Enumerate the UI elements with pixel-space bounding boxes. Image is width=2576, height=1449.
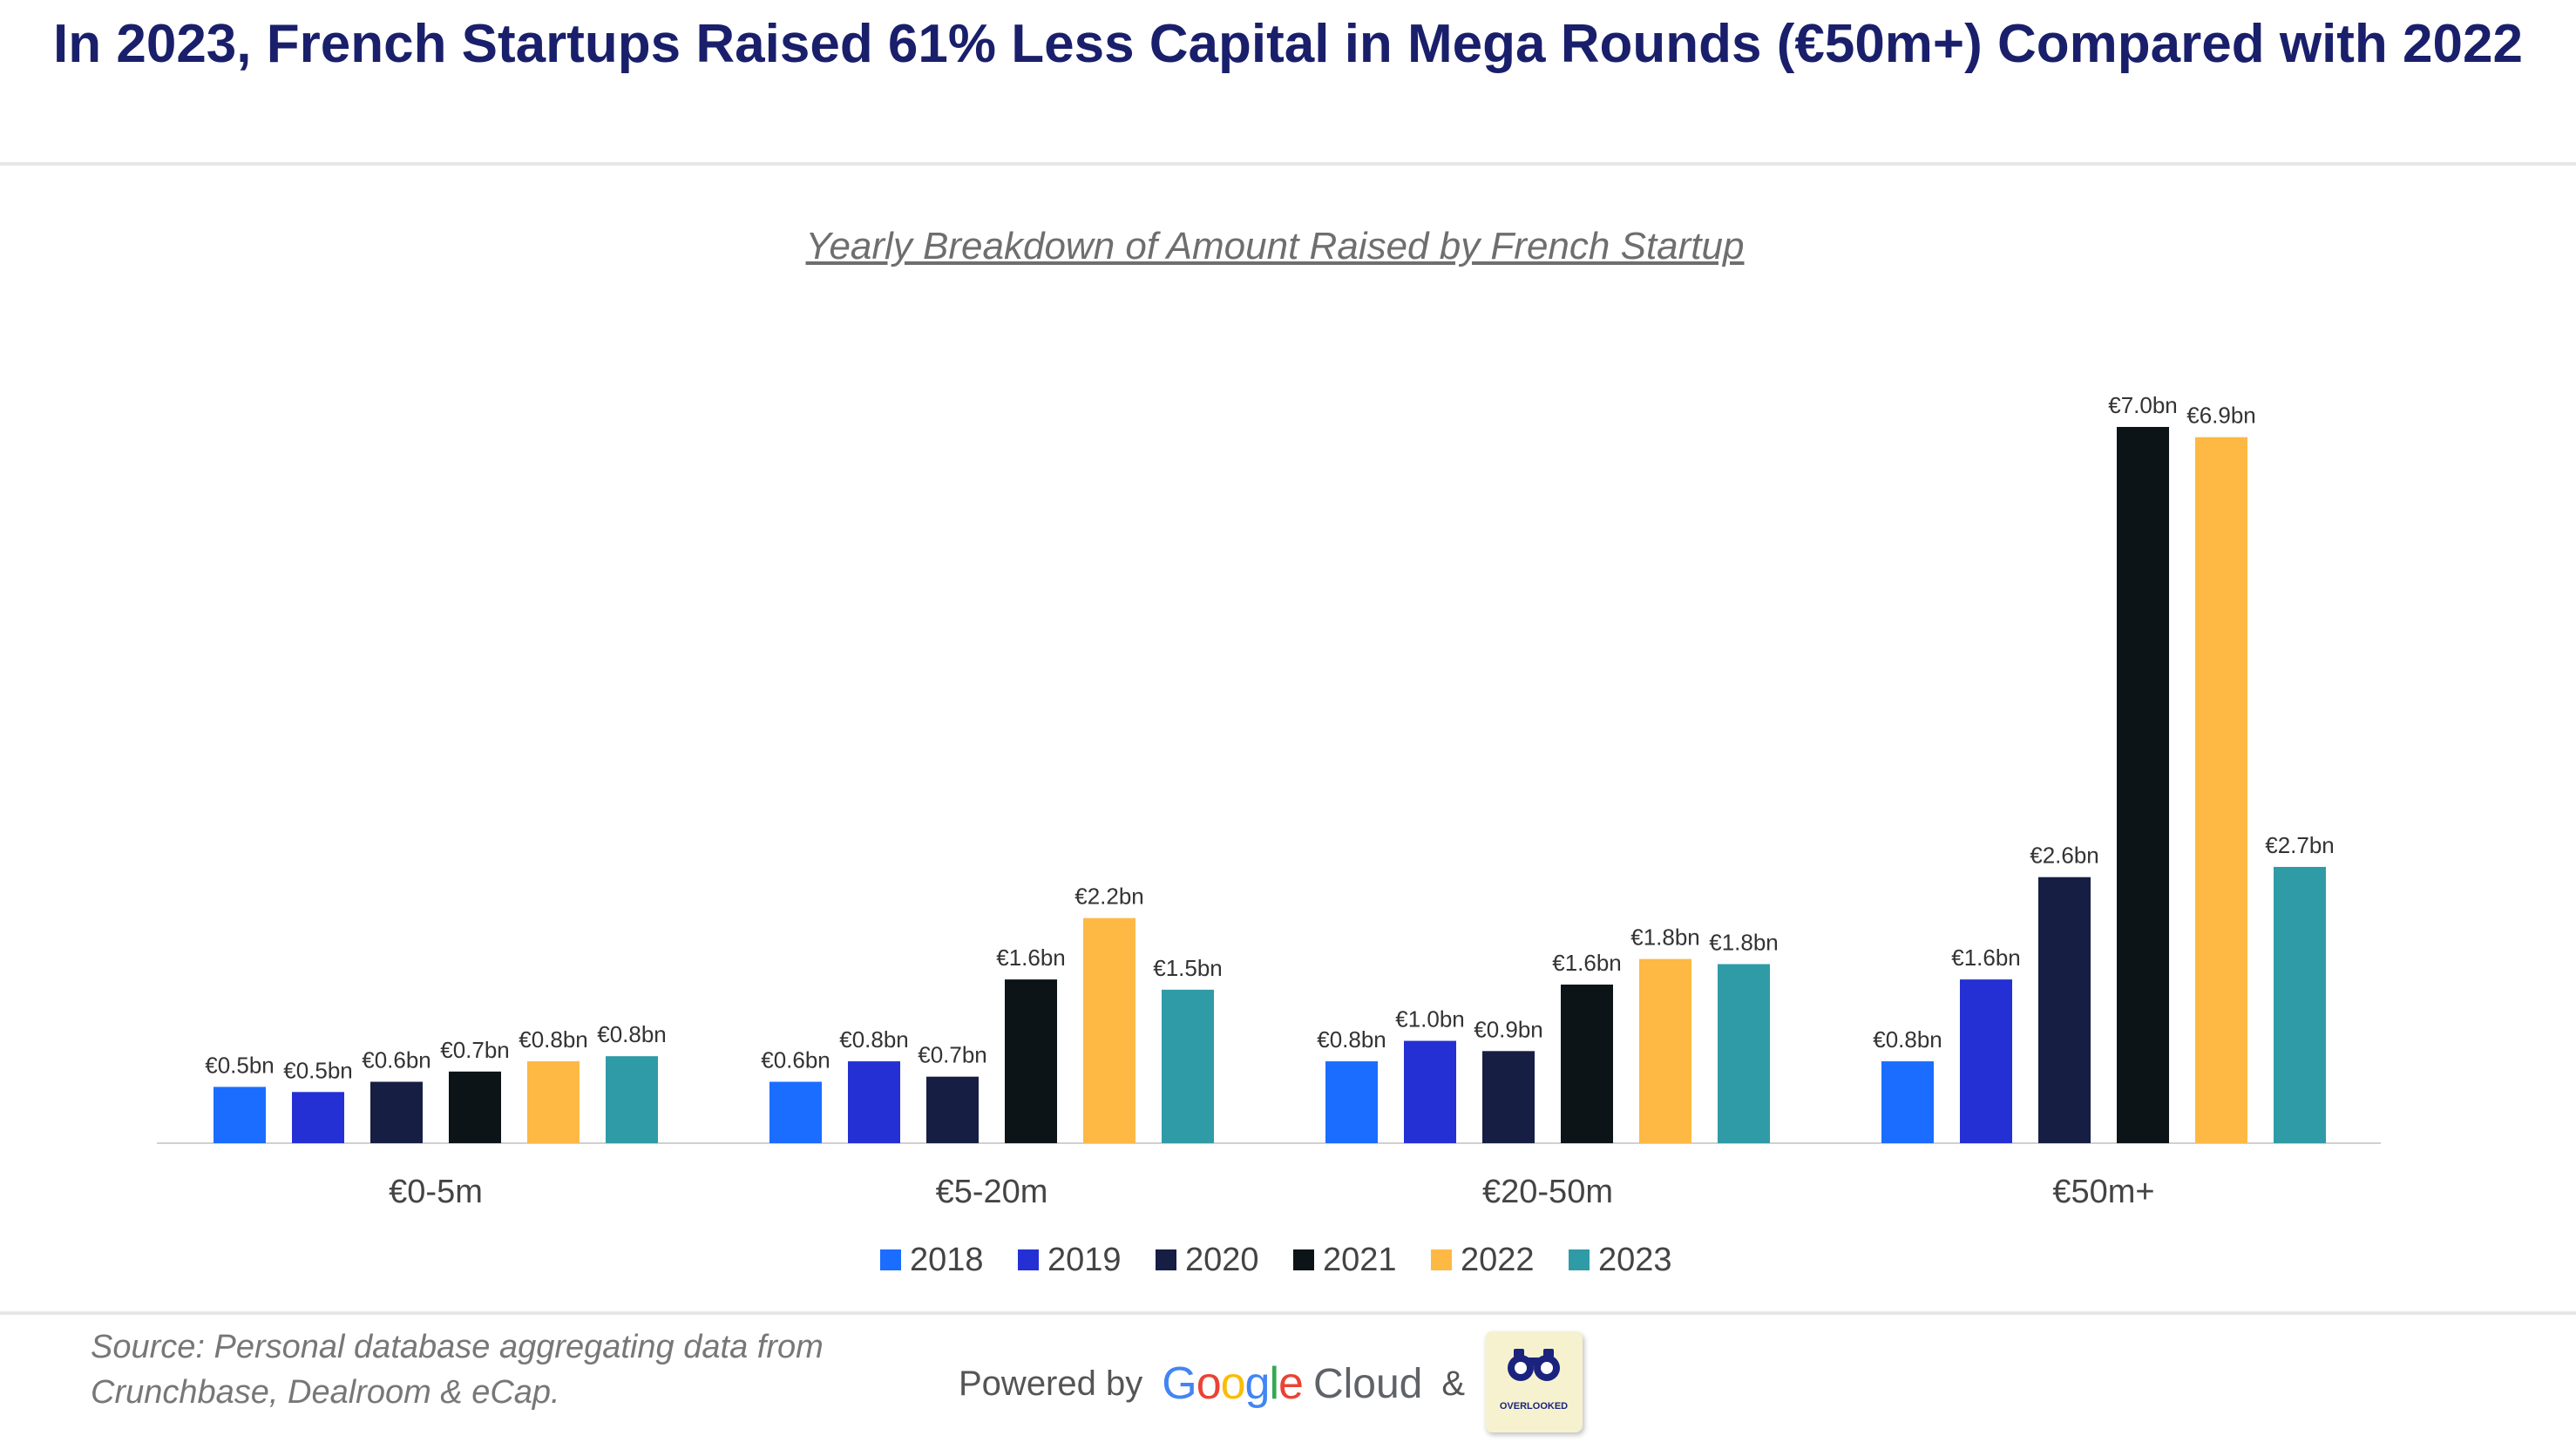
legend-swatch bbox=[1293, 1249, 1314, 1270]
data-label: €2.7bn bbox=[2265, 832, 2335, 858]
bar bbox=[1162, 989, 1214, 1143]
legend-label: 2023 bbox=[1598, 1242, 1672, 1278]
data-label: €1.6bn bbox=[1951, 945, 2021, 971]
data-label: €1.6bn bbox=[996, 945, 1066, 971]
legend-label: 2022 bbox=[1461, 1242, 1535, 1278]
category-label: €5-20m bbox=[936, 1174, 1048, 1210]
bar bbox=[2038, 877, 2091, 1143]
legend-swatch bbox=[1569, 1249, 1590, 1270]
bar bbox=[1960, 979, 2012, 1143]
bar bbox=[1561, 984, 1613, 1143]
data-label: €7.0bn bbox=[2108, 392, 2178, 418]
legend-label: 2020 bbox=[1185, 1242, 1259, 1278]
binoculars-icon bbox=[1508, 1349, 1560, 1381]
google-logo: Google bbox=[1162, 1358, 1304, 1410]
bar bbox=[1881, 1061, 1934, 1143]
cloud-label: Cloud bbox=[1312, 1360, 1423, 1407]
bar bbox=[1639, 958, 1691, 1143]
bar bbox=[292, 1092, 344, 1143]
bar bbox=[769, 1081, 822, 1143]
data-label: €2.2bn bbox=[1074, 884, 1144, 910]
data-label: €0.8bn bbox=[597, 1021, 667, 1047]
bar bbox=[1718, 964, 1770, 1143]
legend-swatch bbox=[880, 1249, 901, 1270]
google-letter: o bbox=[1196, 1358, 1222, 1409]
bar bbox=[449, 1071, 501, 1143]
data-label: €0.8bn bbox=[1317, 1026, 1386, 1053]
data-label: €0.8bn bbox=[1873, 1026, 1942, 1053]
bar bbox=[1005, 979, 1057, 1143]
legend-swatch bbox=[1431, 1249, 1452, 1270]
google-letter: g bbox=[1244, 1358, 1271, 1409]
category-label: €0-5m bbox=[389, 1174, 483, 1210]
bar bbox=[1083, 917, 1135, 1143]
ampersand: & bbox=[1441, 1364, 1466, 1403]
data-label: €0.8bn bbox=[519, 1026, 588, 1053]
google-letter: e bbox=[1278, 1358, 1304, 1409]
bar-chart: €0.5bn €0.5bn €0.6bn €0.7bn €0.8bn €0.8bn €0-5… bbox=[157, 392, 2381, 1278]
data-label: €1.0bn bbox=[1395, 1006, 1465, 1033]
data-label: €0.6bn bbox=[362, 1047, 431, 1073]
data-label: €1.8bn bbox=[1630, 924, 1700, 951]
data-label: €1.5bn bbox=[1153, 955, 1223, 981]
overlooked-logo: OVERLOOKED bbox=[1485, 1331, 1583, 1432]
bar bbox=[2195, 437, 2247, 1143]
bar bbox=[1404, 1040, 1456, 1143]
legend-label: 2018 bbox=[910, 1242, 984, 1278]
category-label: €50m+ bbox=[2052, 1174, 2154, 1210]
bar bbox=[370, 1081, 423, 1143]
data-label: €6.9bn bbox=[2186, 403, 2256, 429]
google-letter: l bbox=[1269, 1358, 1279, 1409]
chart-subtitle: Yearly Breakdown of Amount Raised by Fre… bbox=[805, 225, 1745, 267]
bar bbox=[606, 1056, 658, 1143]
data-label: €0.6bn bbox=[761, 1047, 830, 1073]
data-label: €0.5bn bbox=[205, 1052, 275, 1078]
data-label: €0.9bn bbox=[1474, 1016, 1543, 1042]
bar bbox=[2117, 427, 2169, 1143]
bar bbox=[1482, 1051, 1535, 1143]
legend-swatch bbox=[1156, 1249, 1176, 1270]
bar bbox=[214, 1087, 266, 1143]
bar bbox=[926, 1076, 979, 1143]
data-label: €0.7bn bbox=[918, 1042, 987, 1068]
source-note: Source: Personal database aggregating da… bbox=[91, 1329, 824, 1411]
page-title: In 2023, French Startups Raised 61% Less… bbox=[53, 14, 2523, 74]
overlooked-logo-text: OVERLOOKED bbox=[1499, 1401, 1569, 1412]
data-label: €1.8bn bbox=[1709, 930, 1779, 956]
data-label: €1.6bn bbox=[1552, 950, 1622, 976]
data-label: €2.6bn bbox=[2030, 843, 2099, 869]
footer-divider bbox=[0, 1311, 2576, 1315]
bar bbox=[2274, 866, 2326, 1143]
data-label: €0.8bn bbox=[839, 1026, 909, 1053]
legend-label: 2021 bbox=[1323, 1242, 1397, 1278]
powered-by: Powered by Google Cloud & bbox=[959, 1358, 1465, 1410]
bar bbox=[848, 1061, 900, 1143]
google-letter: o bbox=[1220, 1358, 1246, 1409]
google-letter: G bbox=[1162, 1358, 1196, 1409]
legend-label: 2019 bbox=[1047, 1242, 1122, 1278]
data-label: €0.5bn bbox=[283, 1057, 353, 1083]
bar bbox=[527, 1061, 580, 1143]
category-label: €20-50m bbox=[1482, 1174, 1613, 1210]
data-label: €0.7bn bbox=[440, 1037, 510, 1063]
powered-by-label: Powered by bbox=[959, 1364, 1143, 1403]
header-divider bbox=[0, 162, 2576, 166]
bar bbox=[1325, 1061, 1378, 1143]
legend-swatch bbox=[1018, 1249, 1039, 1270]
